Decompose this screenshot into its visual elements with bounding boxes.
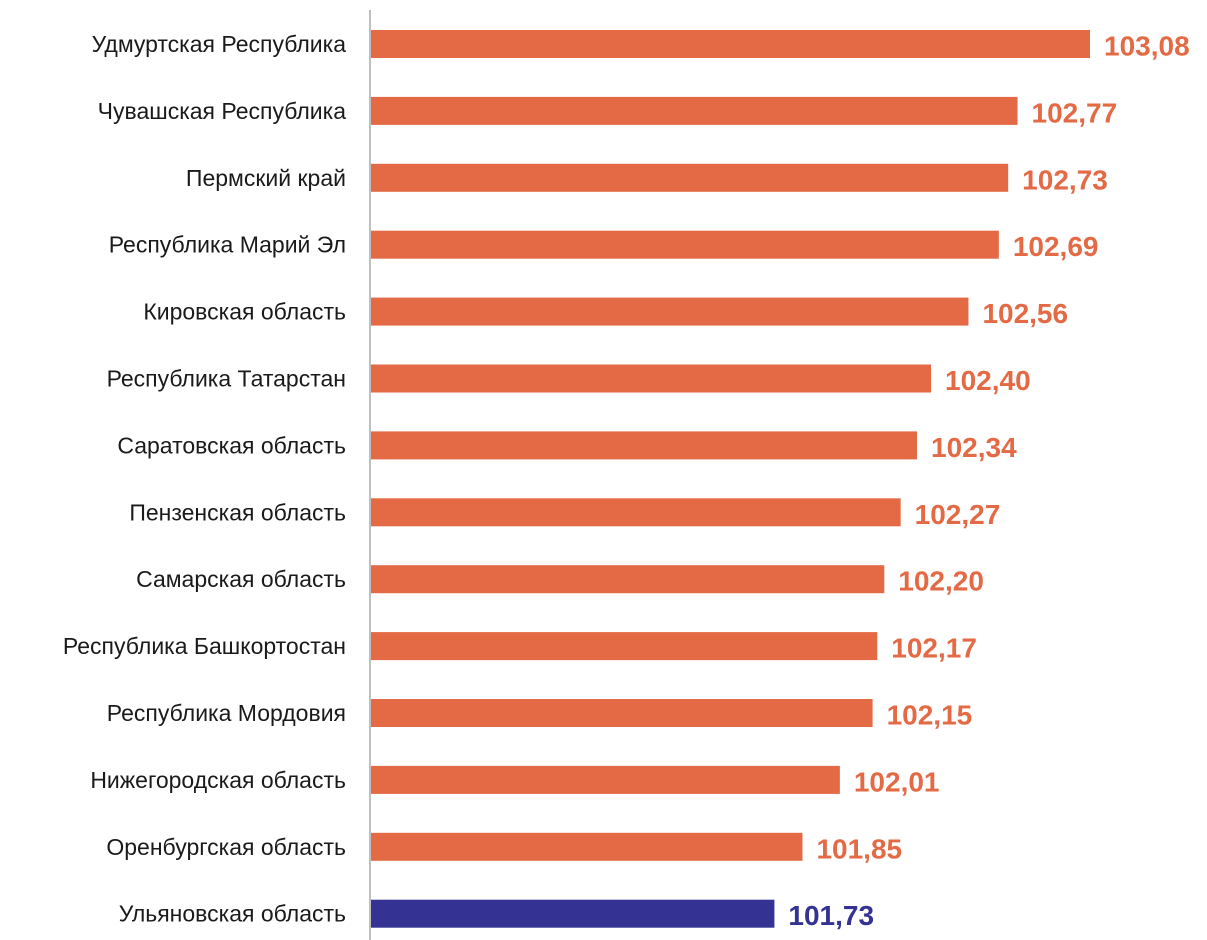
value-label-7: 102,27: [915, 499, 1001, 530]
bar-12: [370, 832, 803, 861]
value-label-0: 103,08: [1104, 31, 1190, 62]
category-label-10: Республика Мордовия: [107, 700, 346, 726]
bar-13: [370, 899, 775, 928]
category-label-6: Саратовская область: [117, 432, 346, 458]
category-label-1: Чувашская Республика: [98, 98, 347, 124]
bar-0: [370, 30, 1090, 58]
bar-5: [370, 364, 932, 393]
bar-2: [370, 163, 1009, 192]
category-label-9: Республика Башкортостан: [63, 633, 346, 659]
value-label-10: 102,15: [887, 700, 973, 731]
value-label-1: 102,77: [1032, 97, 1118, 128]
value-label-5: 102,40: [945, 365, 1031, 396]
value-label-11: 102,01: [854, 766, 940, 797]
category-labels-group: Удмуртская Республика Чувашская Республик…: [63, 31, 346, 927]
category-label-3: Республика Марий Эл: [109, 232, 346, 258]
bar-11: [370, 765, 840, 794]
bar-8: [370, 565, 885, 594]
category-label-7: Пензенская область: [129, 499, 346, 525]
value-labels-group: 103,08 102,77 102,73 102,69 102,56 102,40 102,…: [788, 31, 1189, 932]
category-label-5: Республика Татарстан: [107, 366, 346, 392]
value-label-12: 101,85: [816, 833, 902, 864]
value-label-13: 101,73: [788, 900, 874, 931]
bar-3: [370, 230, 999, 259]
value-label-6: 102,34: [931, 432, 1017, 463]
category-label-4: Кировская область: [143, 299, 346, 325]
bar-6: [370, 431, 918, 460]
bar-7: [370, 498, 901, 527]
bar-4: [370, 297, 969, 326]
category-label-8: Самарская область: [136, 566, 346, 592]
bar-1: [370, 96, 1018, 125]
category-label-12: Оренбургская область: [106, 834, 346, 860]
value-label-2: 102,73: [1022, 164, 1108, 195]
value-label-3: 102,69: [1013, 231, 1099, 262]
category-label-11: Нижегородская область: [90, 767, 346, 793]
bar-10: [370, 699, 873, 727]
bars-group: [370, 30, 1090, 928]
category-label-2: Пермский край: [186, 165, 346, 191]
bar-9: [370, 632, 878, 661]
category-label-0: Удмуртская Республика: [92, 31, 347, 57]
value-label-9: 102,17: [891, 633, 977, 664]
value-label-8: 102,20: [898, 566, 984, 597]
value-label-4: 102,56: [982, 298, 1068, 329]
category-label-13: Ульяновская область: [119, 901, 346, 927]
